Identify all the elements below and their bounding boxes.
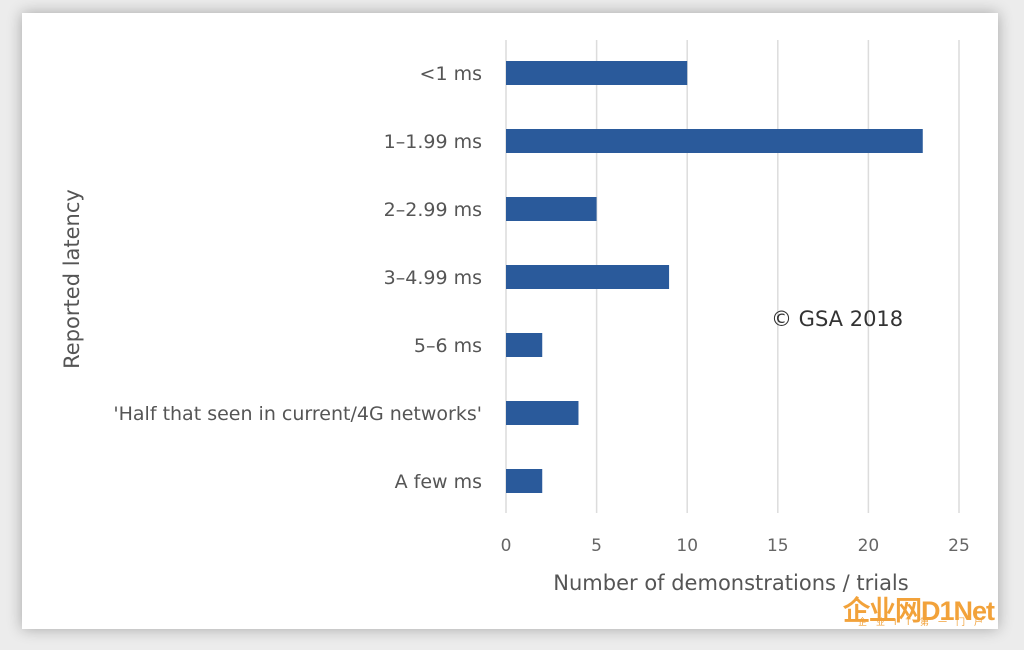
bar xyxy=(506,469,543,493)
bar xyxy=(506,61,688,85)
bar xyxy=(506,197,597,221)
watermark-subtext: 企业IT第一门户 xyxy=(858,617,992,627)
category-label: 'Half that seen in current/4G networks' xyxy=(113,403,482,425)
category-label: 2–2.99 ms xyxy=(384,199,482,221)
category-label: 3–4.99 ms xyxy=(384,267,482,289)
watermark-text: 企业网D1Net xyxy=(842,596,995,626)
bar-chart: <1 ms 1–1.99 ms 2–2.99 ms 3–4.99 ms 5–6 ms 'H… xyxy=(60,40,970,595)
bar xyxy=(506,333,543,357)
x-axis-label: Number of demonstrations / trials xyxy=(553,571,908,595)
x-tick-label: 5 xyxy=(591,536,602,556)
x-tick-label: 10 xyxy=(676,536,698,556)
y-axis-label: Reported latency xyxy=(60,189,84,369)
category-label: <1 ms xyxy=(420,63,482,85)
grid-lines xyxy=(505,40,960,513)
x-tick-label: 15 xyxy=(767,536,789,556)
category-label: 5–6 ms xyxy=(414,335,482,357)
bar xyxy=(506,129,923,153)
category-label: A few ms xyxy=(395,471,482,493)
bar xyxy=(506,401,579,425)
x-tick-label: 25 xyxy=(948,536,970,556)
category-labels: <1 ms 1–1.99 ms 2–2.99 ms 3–4.99 ms 5–6 ms 'H… xyxy=(113,63,482,493)
category-label: 1–1.99 ms xyxy=(384,131,482,153)
bar-group xyxy=(506,61,923,493)
x-tick-labels: 0 5 10 15 20 25 xyxy=(501,536,970,556)
chart-card: <1 ms 1–1.99 ms 2–2.99 ms 3–4.99 ms 5–6 ms 'H… xyxy=(22,13,998,629)
copyright-annotation: © GSA 2018 xyxy=(771,307,903,331)
watermark-logo: 企业网D1Net 企业IT第一门户 xyxy=(836,589,998,629)
x-tick-label: 20 xyxy=(858,536,880,556)
bar xyxy=(506,265,670,289)
x-tick-label: 0 xyxy=(501,536,512,556)
